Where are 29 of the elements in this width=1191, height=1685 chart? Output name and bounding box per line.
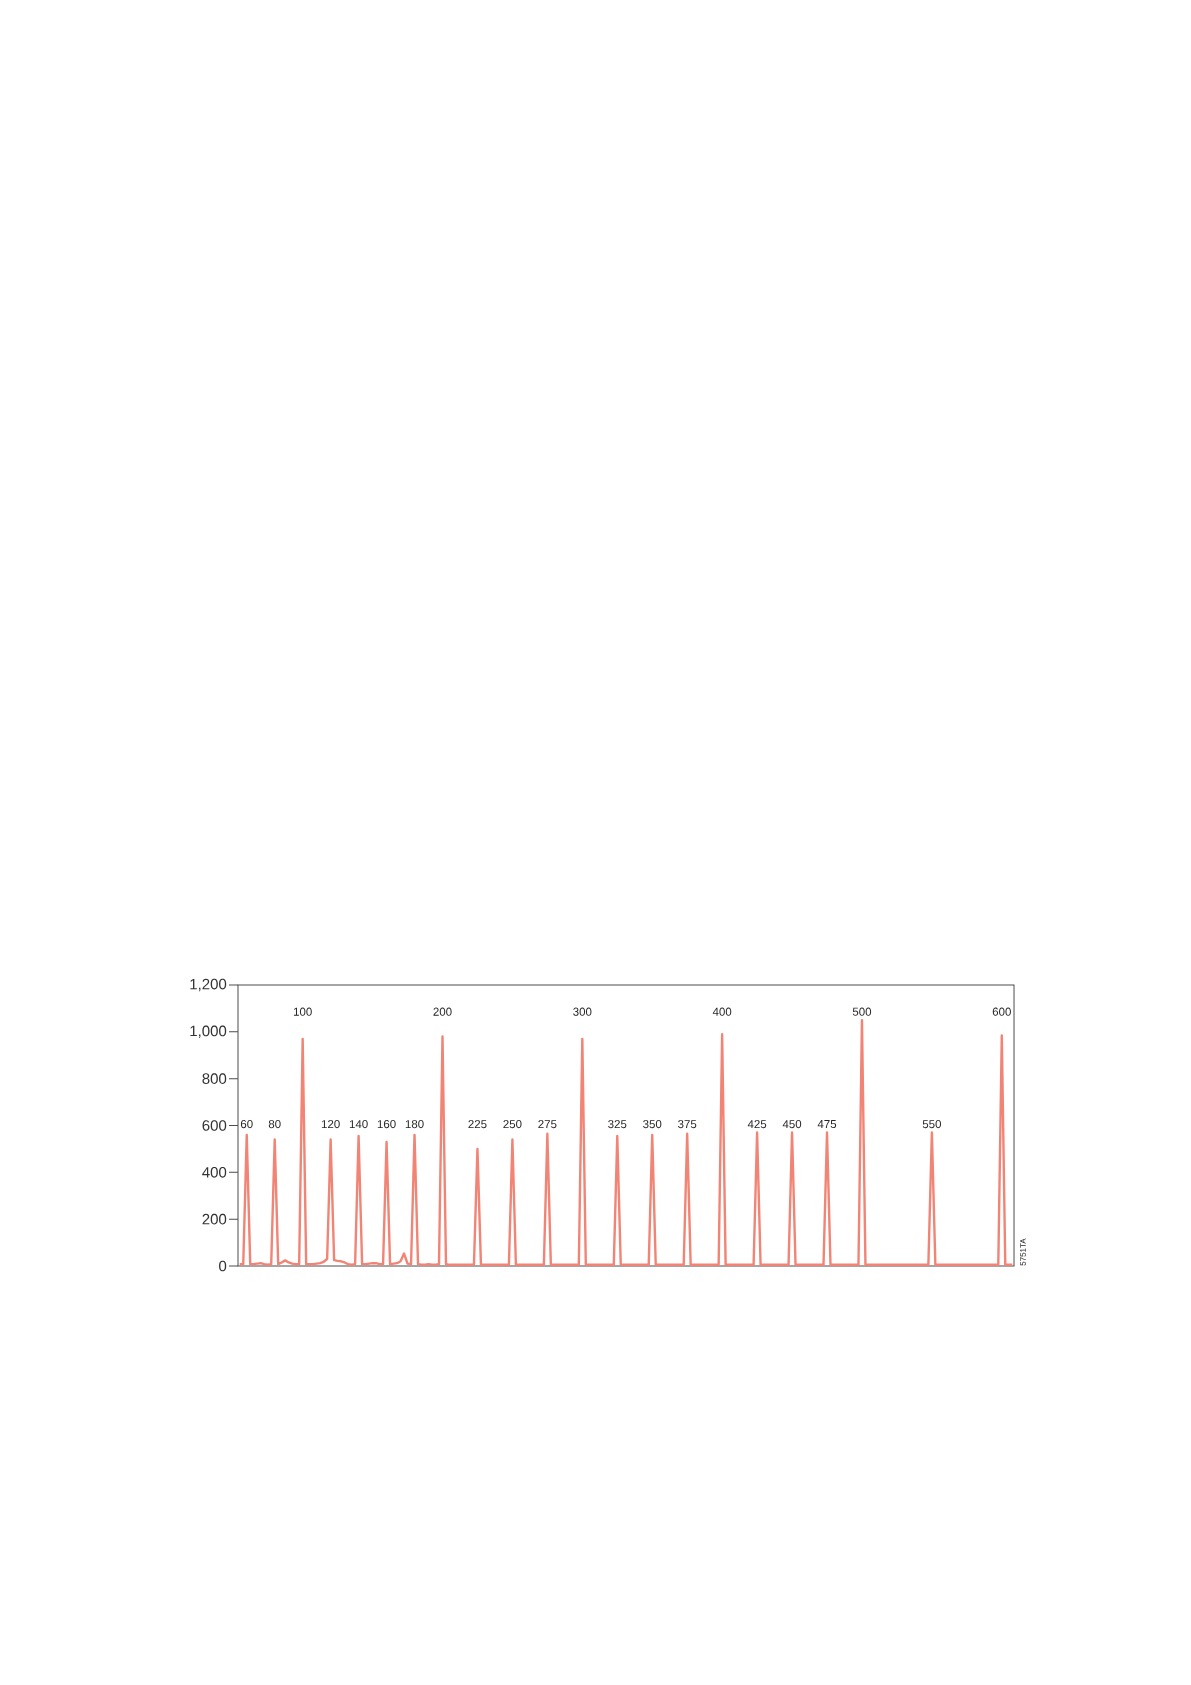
x-tick-label: 600 <box>992 1007 1011 1016</box>
y-tick-label: 800 <box>202 1073 227 1084</box>
y-tick-label: 1,200 <box>190 978 227 992</box>
x-tick-label: 200 <box>433 1007 452 1016</box>
x-tick-label: 325 <box>608 1120 627 1129</box>
x-tick-label: 550 <box>922 1120 942 1129</box>
x-tick-label: 500 <box>852 1007 872 1016</box>
x-tick-label: 350 <box>643 1120 662 1129</box>
x-tick-label: 275 <box>538 1120 557 1129</box>
y-tick-label: 200 <box>202 1213 227 1225</box>
x-tick-label: 80 <box>268 1120 281 1129</box>
x-tick-label: 120 <box>321 1120 340 1129</box>
x-tick-label: 60 <box>240 1120 253 1129</box>
x-tick-label: 375 <box>678 1120 697 1129</box>
x-tick-label: 475 <box>817 1120 837 1129</box>
x-tick-label: 225 <box>468 1120 487 1129</box>
x-tick-label: 250 <box>503 1120 522 1129</box>
y-tick-label: 400 <box>202 1167 227 1178</box>
x-tick-label: 100 <box>293 1007 312 1016</box>
text: 5751TA <box>1020 1238 1026 1266</box>
x-tick-label: 160 <box>377 1120 396 1129</box>
x-tick-label: 180 <box>405 1120 424 1129</box>
x-tick-label: 400 <box>712 1007 732 1016</box>
x-tick-label: 450 <box>782 1120 802 1129</box>
y-tick-label: 1,000 <box>190 1025 227 1039</box>
y-tick-label: 0 <box>219 1260 227 1272</box>
x-tick-label: 140 <box>349 1120 368 1129</box>
x-tick-label: 425 <box>747 1120 767 1129</box>
x-tick-label: 300 <box>573 1007 592 1016</box>
